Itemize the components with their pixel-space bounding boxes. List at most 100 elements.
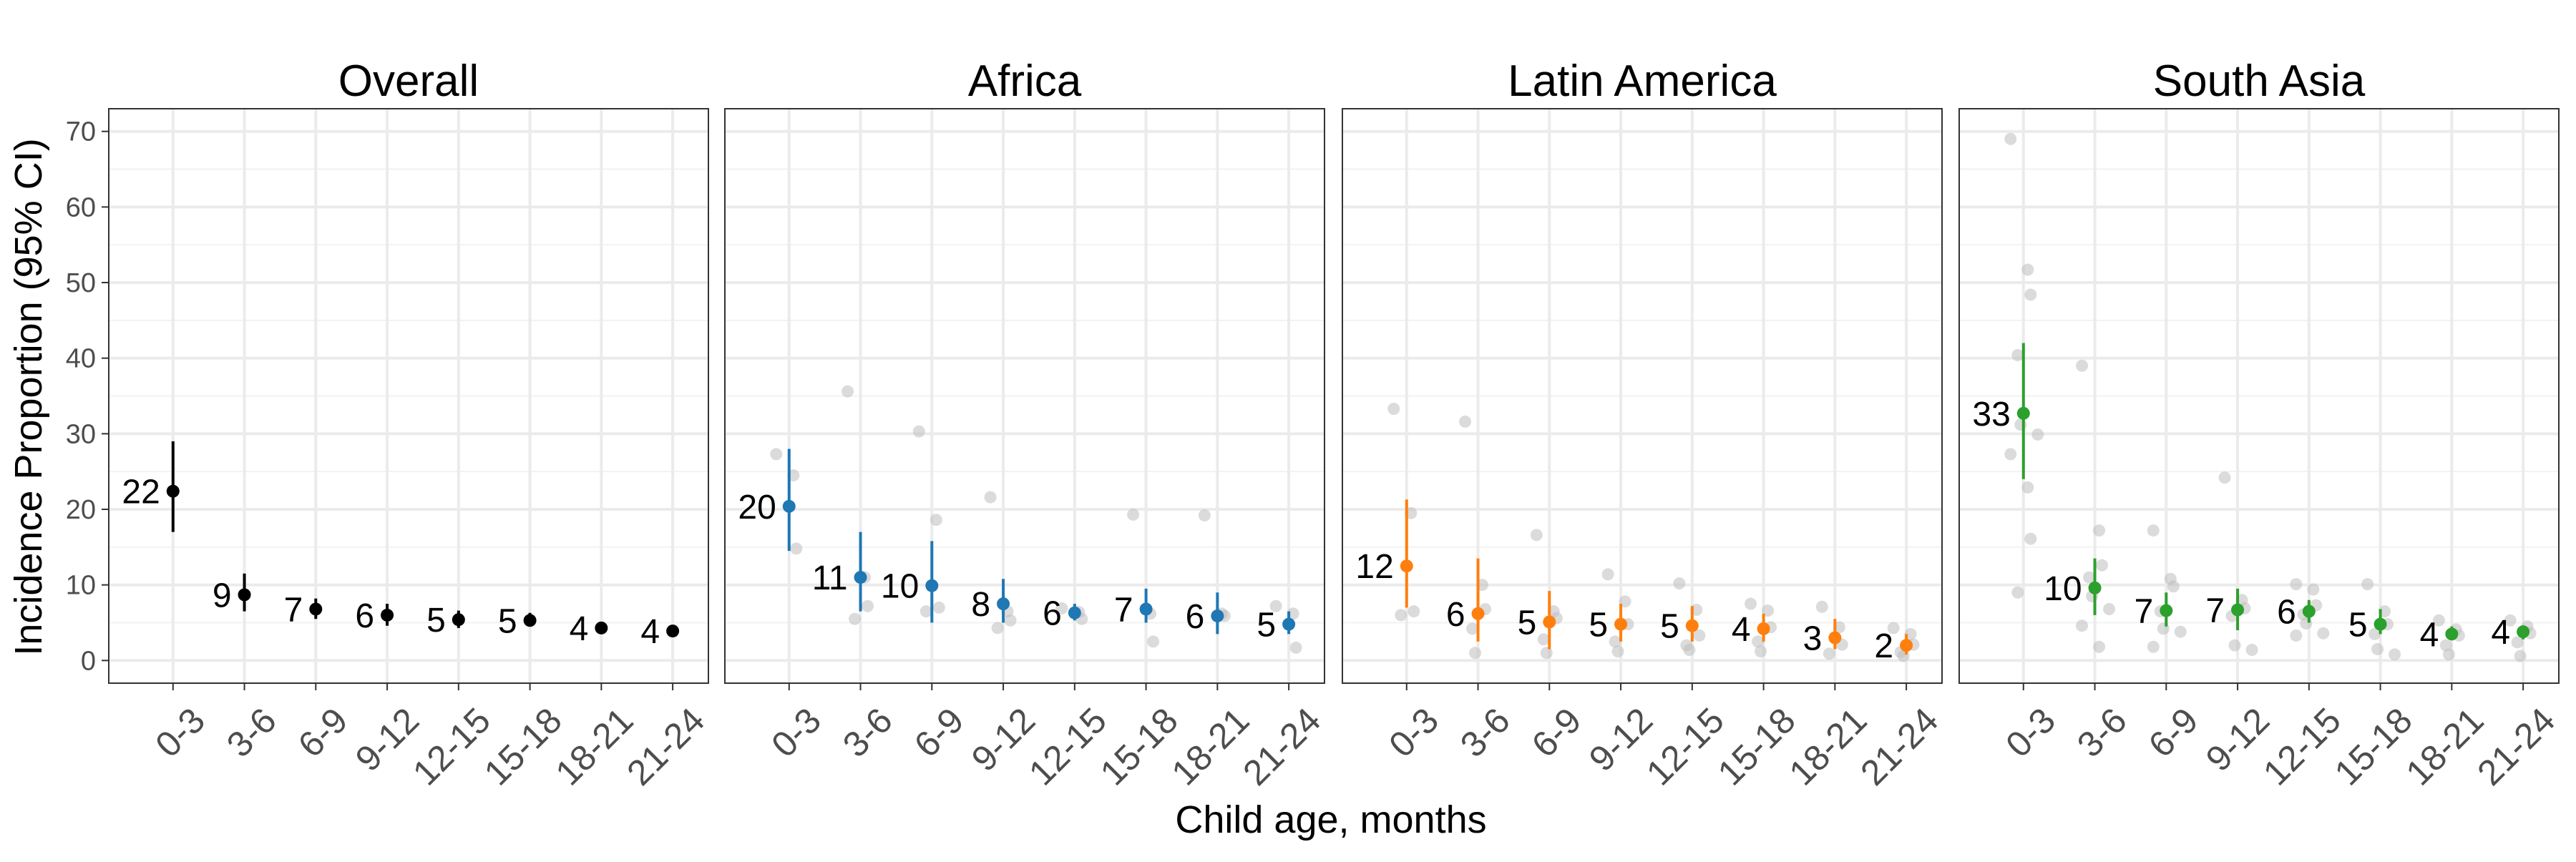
estimate-point <box>1282 617 1296 631</box>
cohort-point <box>841 385 854 398</box>
x-tick-label: 3-6 <box>1453 700 1518 765</box>
estimate-point <box>1900 639 1913 652</box>
cohort-point <box>2011 586 2024 599</box>
cohort-point <box>1537 633 1550 646</box>
cohort-point <box>1683 644 1696 657</box>
x-tick-label: 0-3 <box>147 700 213 765</box>
panel-border <box>1958 108 2560 684</box>
x-tick-label: 12-15 <box>2255 700 2348 793</box>
y-tick-label: 40 <box>66 344 96 374</box>
panel-border <box>724 108 1325 684</box>
estimate-point <box>1471 607 1485 620</box>
panel-title: Africa <box>968 57 1082 106</box>
cohort-point <box>1395 609 1407 622</box>
cohort-point <box>2218 471 2231 484</box>
cohort-point <box>919 605 932 618</box>
x-tick-label: 18-21 <box>2399 700 2492 793</box>
cohort-point <box>2317 627 2330 640</box>
x-tick-label: 0-3 <box>1381 700 1446 765</box>
estimate-point <box>2373 617 2387 631</box>
cohort-point <box>2167 580 2180 593</box>
cohort-point <box>1407 605 1420 618</box>
estimate-label: 6 <box>1446 596 1465 634</box>
x-tick-label: 6-9 <box>2141 700 2206 765</box>
cohort-point <box>1459 415 1472 428</box>
estimate-point <box>1543 615 1556 629</box>
cohort-point <box>2103 602 2116 615</box>
cohort-point <box>1289 641 1302 654</box>
cohort-point <box>2004 448 2017 461</box>
estimate-label: 12 <box>1355 548 1393 586</box>
cohort-point <box>1745 597 1757 610</box>
x-tick-label: 18-21 <box>1782 700 1875 793</box>
panel-border <box>108 108 709 684</box>
panel-border <box>1342 108 1943 684</box>
estimate-label: 7 <box>284 591 303 629</box>
cohort-point <box>1752 635 1765 648</box>
cohort-point <box>1887 622 1900 635</box>
cohort-point <box>2093 524 2106 537</box>
estimate-point <box>1211 609 1224 622</box>
y-tick-label: 60 <box>66 192 96 222</box>
estimate-point <box>2517 625 2530 639</box>
x-tick-label: 12-15 <box>1021 700 1114 793</box>
y-axis-label: Incidence Proportion (95% CI) <box>7 138 50 655</box>
cohort-point <box>2361 578 2374 591</box>
estimate-label: 5 <box>2348 607 2368 645</box>
x-tick-label: 12-15 <box>405 700 498 793</box>
x-tick-label: 6-9 <box>1524 700 1589 765</box>
cohort-point <box>1530 529 1543 542</box>
cohort-point <box>1693 629 1706 642</box>
y-tick-label: 70 <box>66 117 96 147</box>
estimate-label: 33 <box>1972 396 2010 434</box>
estimate-point <box>166 484 180 498</box>
x-tick-label: 21-24 <box>619 700 712 793</box>
cohort-point <box>2147 640 2160 653</box>
cohort-point <box>930 514 942 526</box>
cohort-point <box>1601 568 1614 581</box>
estimate-point <box>666 625 680 638</box>
cohort-point <box>1823 647 1835 660</box>
cohort-point <box>1469 647 1482 660</box>
estimate-point <box>2088 581 2102 594</box>
estimate-label: 2 <box>1874 627 1893 665</box>
estimate-label: 10 <box>2044 570 2082 608</box>
cohort-point <box>2031 428 2044 441</box>
cohort-point <box>1611 645 1624 658</box>
cohort-point <box>1673 577 1686 590</box>
panel-title: Latin America <box>1508 57 1777 106</box>
estimate-point <box>309 602 323 616</box>
cohort-point <box>984 491 997 504</box>
x-tick-label: 3-6 <box>219 700 284 765</box>
cohort-point <box>2442 648 2455 661</box>
cohort-point <box>1387 402 1400 415</box>
x-tick-label: 0-3 <box>1998 700 2063 765</box>
x-tick-label: 18-21 <box>1164 700 1257 793</box>
estimate-label: 6 <box>1186 598 1205 636</box>
cohort-point <box>912 425 925 438</box>
cohort-point <box>2093 640 2106 653</box>
estimate-label: 4 <box>2420 616 2439 654</box>
estimate-label: 9 <box>213 577 232 614</box>
x-tick-label: 15-18 <box>477 700 570 793</box>
estimate-label: 5 <box>1257 607 1276 645</box>
x-tick-label: 15-18 <box>1093 700 1186 793</box>
cohort-point <box>2290 578 2303 591</box>
cohort-point <box>1815 600 1828 613</box>
estimate-point <box>997 597 1010 611</box>
estimate-point <box>523 614 537 627</box>
cohort-point <box>2368 627 2381 640</box>
estimate-point <box>1828 631 1842 645</box>
estimate-label: 4 <box>570 610 589 648</box>
y-tick-label: 0 <box>81 646 96 676</box>
cohort-point <box>2228 639 2241 652</box>
estimate-point <box>2445 627 2459 641</box>
estimate-label: 11 <box>812 559 848 597</box>
cohort-point <box>1127 508 1140 521</box>
panel-title: South Asia <box>2153 57 2366 106</box>
cohort-point <box>2021 481 2034 494</box>
cohort-point <box>1609 635 1621 648</box>
